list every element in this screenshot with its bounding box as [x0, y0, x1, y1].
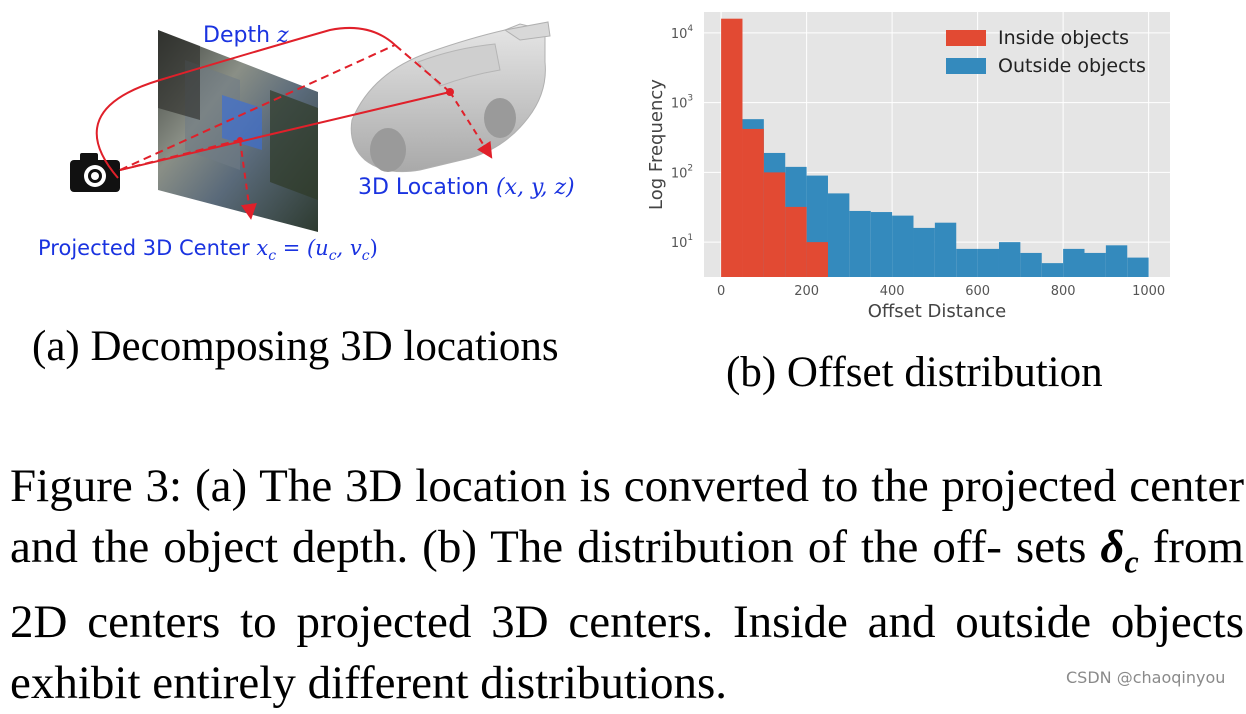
- x-tick-label: 400: [880, 284, 905, 299]
- x-tick-label: 800: [1051, 284, 1076, 299]
- legend-swatch: [946, 30, 986, 46]
- histogram-bar: [1084, 252, 1106, 277]
- histogram-bar: [849, 210, 871, 277]
- bars: [721, 18, 1149, 278]
- histogram-bar: [870, 212, 893, 277]
- histogram-bar: [892, 215, 914, 277]
- legend-swatch: [946, 58, 986, 74]
- caption-delta-sub: c: [1124, 543, 1139, 580]
- y-tick-labels: 101 102 103 104: [671, 24, 694, 251]
- histogram-bar: [827, 193, 850, 277]
- histogram-bar: [1041, 263, 1064, 277]
- center-label: Projected 3D Center xc = (uc, vc): [38, 236, 378, 264]
- x-tick-label: 600: [965, 284, 990, 299]
- y-tick-label: 101: [671, 233, 693, 251]
- subcaption-a: (a) Decomposing 3D locations: [32, 323, 559, 370]
- subcaption-b: (b) Offset distribution: [726, 349, 1103, 396]
- x-tick-label: 1000: [1132, 284, 1165, 299]
- histogram-bar: [1063, 248, 1085, 277]
- watermark: CSDN @chaoqinyou: [1066, 668, 1226, 687]
- histogram-bar: [998, 242, 1021, 277]
- histogram-bar: [785, 206, 807, 277]
- histogram-bar: [763, 172, 786, 277]
- legend: Inside objects Outside objects: [946, 27, 1146, 77]
- histogram-bar: [742, 128, 764, 277]
- figure-caption: Figure 3: (a) The 3D location is convert…: [10, 456, 1244, 714]
- camera-icon: [70, 153, 120, 192]
- x-axis-label: Offset Distance: [868, 301, 1007, 322]
- histogram-bar: [1105, 245, 1128, 277]
- x-tick-label: 200: [794, 284, 819, 299]
- y-tick-label: 104: [671, 24, 694, 42]
- panel-a-illustration: Depth z 3D Location (x, y, z) Projected …: [38, 21, 575, 264]
- x-tick-label: 0: [717, 284, 725, 299]
- histogram-bar: [913, 227, 935, 277]
- histogram-bar: [977, 248, 999, 277]
- location-label: 3D Location (x, y, z): [358, 175, 575, 200]
- legend-label: Inside objects: [998, 27, 1129, 49]
- car-illustration: [350, 21, 551, 173]
- histogram-bar: [721, 18, 743, 277]
- histogram-bar: [806, 242, 828, 277]
- y-axis-label: Log Frequency: [646, 79, 667, 210]
- legend-label: Outside objects: [998, 55, 1146, 77]
- depth-label: Depth z: [203, 23, 289, 48]
- histogram-bar: [956, 248, 978, 277]
- y-tick-label: 103: [671, 94, 693, 112]
- projection-lines: [95, 26, 493, 220]
- x-tick-labels: 0 200 400 600 800 1000: [717, 284, 1165, 299]
- location-point: [446, 88, 454, 96]
- caption-delta: δ: [1100, 521, 1125, 573]
- histogram-bar: [934, 222, 957, 277]
- caption-prefix: Figure 3: (a) The 3D location is convert…: [10, 460, 1244, 573]
- histogram-bar: [1020, 252, 1042, 277]
- image-plane: [158, 30, 318, 232]
- y-tick-label: 102: [671, 163, 693, 181]
- histogram-bar: [1127, 257, 1149, 277]
- projected-center-point: [237, 137, 243, 143]
- offset-histogram: 0 200 400 600 800 1000 101 102 103 104 Offset Di…: [646, 12, 1170, 322]
